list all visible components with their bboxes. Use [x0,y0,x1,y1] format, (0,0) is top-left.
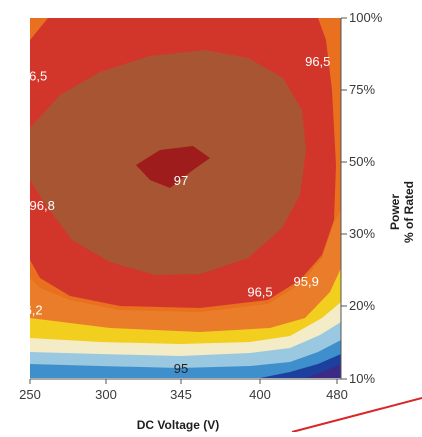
contour-label: 96,5 [22,69,47,84]
band-mid-blue [30,340,341,378]
band-dark-blue [260,354,341,378]
contour-labels: 96,5 96,5 97 96,8 96,2 96,5 95,9 95 [17,54,330,376]
y-tick-label: 10% [349,371,375,386]
contour-label: 96,5 [305,54,330,69]
y-tick-label: 75% [349,82,375,97]
contour-label: 95 [174,361,188,376]
y-tick-label: 100% [349,10,383,25]
y-axis-ticks: 10% 20% 30% 50% 75% 100% [341,10,383,386]
y-tick-label: 30% [349,226,375,241]
x-tick-label: 250 [19,387,41,402]
band-purple [305,364,341,378]
contour-bands [30,18,341,378]
y-axis-title-line-1: Power [388,194,402,230]
contour-label: 95,9 [294,274,319,289]
y-tick-label: 20% [349,298,375,313]
band-97 [136,146,210,188]
x-tick-label: 300 [95,387,117,402]
x-axis-title: DC Voltage (V) [137,418,219,432]
contour-label: 96,5 [247,285,272,300]
contour-label: 96,8 [30,198,55,213]
contour-label: 97 [174,173,188,188]
y-axis-title-line-2: % of Rated [402,181,416,243]
x-tick-label: 400 [249,387,271,402]
decorative-swoosh [291,397,422,433]
x-tick-label: 345 [170,387,192,402]
y-axis-title: Power % of Rated [388,181,416,243]
band-light-blue [30,322,341,378]
contour-label: 96,2 [17,303,42,318]
y-tick-label: 50% [349,154,375,169]
x-tick-label: 480 [326,387,348,402]
x-axis-ticks: 250 300 345 400 480 [19,379,348,402]
